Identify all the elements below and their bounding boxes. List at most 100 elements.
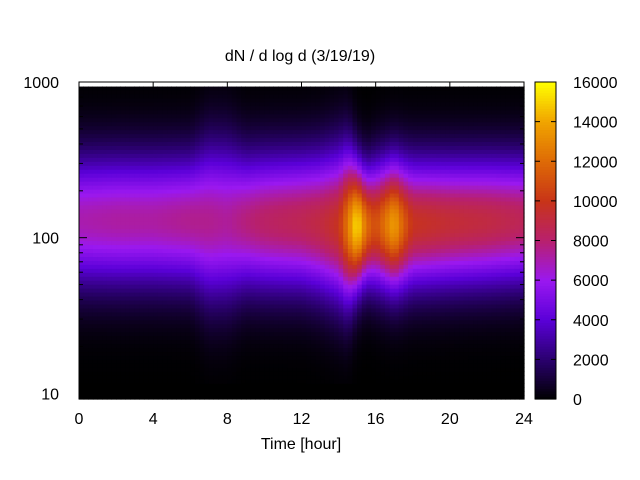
heatmap-cell <box>139 268 145 273</box>
heatmap-cell <box>190 272 196 277</box>
heatmap-cell <box>278 89 284 95</box>
heatmap-cell <box>204 331 210 337</box>
heatmap-cell <box>143 299 150 305</box>
heatmap-cell <box>236 323 242 329</box>
heatmap-cell <box>194 299 201 305</box>
heatmap-cell <box>153 157 159 162</box>
heatmap-cell <box>120 391 126 396</box>
heatmap-cell <box>236 212 242 218</box>
heatmap-cell <box>273 157 279 162</box>
heatmap-cell <box>218 177 224 182</box>
heatmap-cell <box>218 280 224 285</box>
heatmap-cell <box>259 216 266 222</box>
heatmap-cell <box>255 117 261 123</box>
heatmap-cell <box>143 97 150 103</box>
heatmap-cell <box>352 375 358 380</box>
heatmap-cell <box>129 240 136 246</box>
heatmap-cell <box>213 280 219 285</box>
heatmap-cell <box>92 268 99 273</box>
heatmap-cell <box>329 125 335 131</box>
heatmap-cell <box>255 331 261 337</box>
heatmap-cell <box>111 101 117 107</box>
heatmap-cell <box>333 165 340 170</box>
heatmap-cell <box>250 375 256 380</box>
heatmap-cell <box>129 391 136 396</box>
heatmap-cell <box>171 375 177 380</box>
heatmap-cell <box>269 295 275 301</box>
heatmap-cell <box>259 208 266 214</box>
heatmap-cell <box>338 97 344 103</box>
heatmap-cell <box>111 153 117 158</box>
heatmap-cell <box>148 272 154 277</box>
heatmap-cell <box>278 288 284 293</box>
heatmap-cell <box>245 169 252 174</box>
heatmap-cell <box>301 133 307 139</box>
heatmap-cell <box>125 395 131 400</box>
heatmap-cell <box>218 288 224 293</box>
heatmap-cell <box>97 284 103 289</box>
heatmap-cell <box>227 169 233 174</box>
heatmap-cell <box>329 109 335 115</box>
heatmap-cell <box>185 137 191 143</box>
heatmap-cell <box>134 153 140 158</box>
heatmap-cell <box>333 284 340 289</box>
heatmap-cell <box>255 288 261 293</box>
heatmap-cell <box>143 387 150 392</box>
heatmap-cell <box>264 303 270 309</box>
heatmap-cell <box>227 109 233 115</box>
heatmap-cell <box>357 121 363 127</box>
heatmap-cell <box>333 173 340 178</box>
heatmap-cell <box>97 161 103 166</box>
heatmap-cell <box>208 295 215 301</box>
heatmap-cell <box>125 339 131 345</box>
heatmap-cell <box>315 371 321 376</box>
heatmap-cell <box>352 236 358 242</box>
heatmap-cell <box>333 351 340 357</box>
heatmap-cell <box>264 363 270 368</box>
heatmap-cell <box>222 347 228 353</box>
heatmap-cell <box>282 89 289 95</box>
heatmap-cell <box>120 256 126 261</box>
heatmap-cell <box>347 177 354 182</box>
heatmap-cell <box>245 125 252 131</box>
heatmap-cell <box>315 359 321 364</box>
heatmap-cell <box>97 113 103 119</box>
heatmap-cell <box>329 288 335 293</box>
heatmap-cell <box>241 109 247 115</box>
heatmap-cell <box>111 228 117 234</box>
heatmap-cell <box>287 121 293 127</box>
heatmap-cell <box>171 173 177 178</box>
heatmap-cell <box>116 232 122 238</box>
heatmap-cell <box>278 85 284 91</box>
heatmap-cell <box>282 272 289 277</box>
heatmap-cell <box>171 319 177 325</box>
heatmap-cell <box>315 82 321 87</box>
heatmap-cell <box>273 244 279 250</box>
heatmap-cell <box>287 284 293 289</box>
heatmap-cell <box>171 212 177 218</box>
heatmap-cell <box>241 173 247 178</box>
heatmap-cell <box>125 117 131 123</box>
heatmap-cell <box>306 196 312 202</box>
heatmap-cell <box>306 204 312 210</box>
heatmap-cell <box>218 181 224 186</box>
heatmap-cell <box>241 97 247 103</box>
heatmap-cell <box>143 307 150 313</box>
heatmap-cell <box>208 137 215 143</box>
heatmap-cell <box>116 121 122 127</box>
heatmap-cell <box>143 244 150 250</box>
heatmap-cell <box>287 387 293 392</box>
heatmap-cell <box>259 109 266 115</box>
heatmap-cell <box>171 93 177 99</box>
heatmap-cell <box>88 105 94 111</box>
heatmap-cell <box>264 347 270 353</box>
heatmap-cell <box>282 295 289 301</box>
heatmap-cell <box>352 117 358 123</box>
heatmap-cell <box>157 244 164 250</box>
heatmap-cell <box>366 379 372 384</box>
heatmap-cell <box>185 177 191 182</box>
heatmap-cell <box>236 85 242 91</box>
heatmap-cell <box>129 188 136 194</box>
heatmap-cell <box>185 256 191 261</box>
heatmap-cell <box>139 121 145 127</box>
